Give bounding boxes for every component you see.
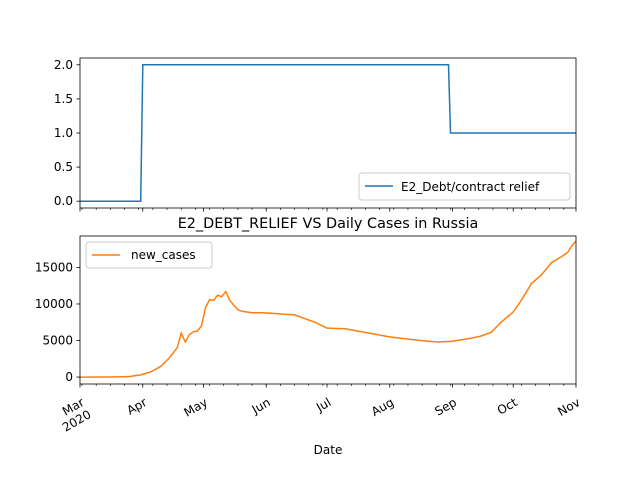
top-ytick-label: 0.5 [54, 160, 73, 174]
top-ytick-label: 1.0 [54, 126, 73, 140]
bottom-xtick-label: Jun [249, 395, 273, 417]
bottom-legend: new_cases [85, 241, 213, 269]
bottom-ytick-label: 15000 [35, 260, 73, 274]
bottom-plot-frame [79, 235, 577, 385]
bottom-ytick-label: 10000 [35, 297, 73, 311]
svg-text:May: May [182, 395, 210, 420]
bottom-ytick-label: 5000 [42, 334, 73, 348]
x-axis-label: Date [314, 443, 343, 457]
bottom-legend-label: new_cases [131, 248, 196, 262]
top-legend: E2_Debt/contract relief [358, 172, 571, 201]
bottom-chart-title: E2_DEBT_RELIEF VS Daily Cases in Russia [178, 216, 479, 232]
bottom-subplot: E2_DEBT_RELIEF VS Daily Cases in Russia … [35, 216, 583, 457]
svg-text:Aug: Aug [369, 395, 396, 419]
svg-text:Apr: Apr [124, 395, 149, 418]
top-x-axis [79, 208, 577, 212]
top-ytick-label: 0.0 [54, 194, 73, 208]
svg-text:Jun: Jun [249, 395, 273, 417]
bottom-xtick-label: Aug [369, 395, 396, 419]
svg-text:Oct: Oct [495, 395, 520, 418]
bottom-series-line [79, 240, 577, 378]
bottom-xtick-label: Oct [495, 395, 520, 418]
top-legend-box [358, 172, 571, 201]
bottom-xtick-label: Jul [313, 395, 333, 415]
bottom-xtick-label: Sep [432, 395, 459, 418]
top-ytick-label: 1.5 [54, 92, 73, 106]
svg-text:Sep: Sep [432, 395, 459, 418]
top-series-line [80, 64, 576, 202]
svg-text:Nov: Nov [555, 395, 582, 419]
bottom-legend-box [85, 241, 213, 269]
bottom-ytick-label: 0 [65, 370, 73, 384]
bottom-xtick-label: Nov [555, 395, 582, 419]
svg-text:Jul: Jul [313, 395, 333, 415]
top-legend-label: E2_Debt/contract relief [401, 180, 540, 194]
bottom-y-axis: 0 5000 10000 15000 [35, 260, 80, 384]
top-y-axis: 0.0 0.5 1.0 1.5 2.0 [54, 58, 80, 208]
top-ytick-label: 2.0 [54, 58, 73, 72]
top-subplot: 0.0 0.5 1.0 1.5 2.0 E2_Debt/contract relief [54, 57, 577, 212]
bottom-xtick-label: May [182, 395, 210, 420]
bottom-xtick-label: Apr [124, 395, 149, 418]
